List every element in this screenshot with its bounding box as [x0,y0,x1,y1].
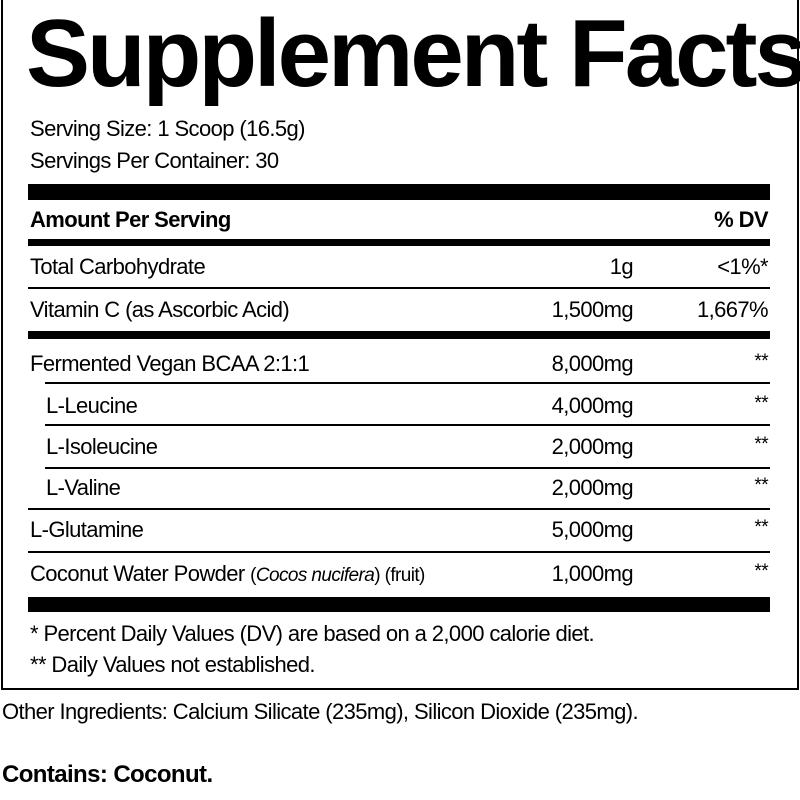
thick-divider [28,331,770,339]
row-divider [45,467,770,469]
nutrient-amount: 1g [609,254,634,279]
nutrient-amount: 2,000mg [551,434,634,459]
serving-size: Serving Size: 1 Scoop (16.5g) [30,116,305,141]
nutrient-amount: 2,000mg [551,475,634,500]
row-divider [28,551,770,553]
nutrient-amount: 1,500mg [551,297,634,322]
amount-per-serving-header: Amount Per Serving [30,207,231,232]
nutrient-amount: 4,000mg [551,393,634,418]
footnote-not-established: ** Daily Values not established. [30,652,316,677]
nutrient-dv: ** [754,393,768,414]
nutrient-dv: ** [754,351,768,372]
row-divider [28,508,770,510]
thick-divider [28,184,770,200]
nutrient-name: Vitamin C (as Ascorbic Acid) [30,297,290,322]
nutrient-name: Coconut Water Powder (Cocos nucifera) (f… [30,561,425,589]
allergen-statement: Contains: Coconut. [2,761,213,788]
nutrient-dv: ** [754,434,768,455]
name-suffix: ) (fruit) [374,565,425,586]
nutrient-name: L-Isoleucine [46,434,158,459]
paren: ( [250,565,256,586]
nutrient-name: L-Leucine [46,393,138,418]
label-border [1,0,799,690]
nutrient-amount: 8,000mg [551,351,634,376]
latin-name: Cocos nucifera [255,565,375,586]
row-divider [45,382,770,384]
nutrient-name: L-Glutamine [30,517,144,542]
nutrient-dv: 1,667% [696,297,769,322]
nutrient-dv: ** [754,475,768,496]
nutrient-amount: 5,000mg [551,517,634,542]
other-ingredients: Other Ingredients: Calcium Silicate (235… [2,699,639,724]
dv-header: % DV [714,207,768,232]
servings-per-container: Servings Per Container: 30 [30,148,279,173]
nutrient-name: L-Valine [46,475,121,500]
nutrient-dv: ** [754,517,768,538]
thick-divider [28,597,770,612]
row-divider [28,287,770,289]
nutrient-dv: ** [754,561,768,582]
nutrient-name: Total Carbohydrate [30,254,206,279]
label-title: Supplement Facts [26,0,800,107]
nutrient-name-text: Coconut Water Powder [30,561,245,586]
nutrient-name: Fermented Vegan BCAA 2:1:1 [30,351,310,376]
nutrient-dv: <1%* [717,254,768,279]
nutrient-amount: 1,000mg [551,561,634,586]
medium-divider [28,239,770,246]
footnote-dv: * Percent Daily Values (DV) are based on… [30,621,595,646]
row-divider [45,424,770,426]
